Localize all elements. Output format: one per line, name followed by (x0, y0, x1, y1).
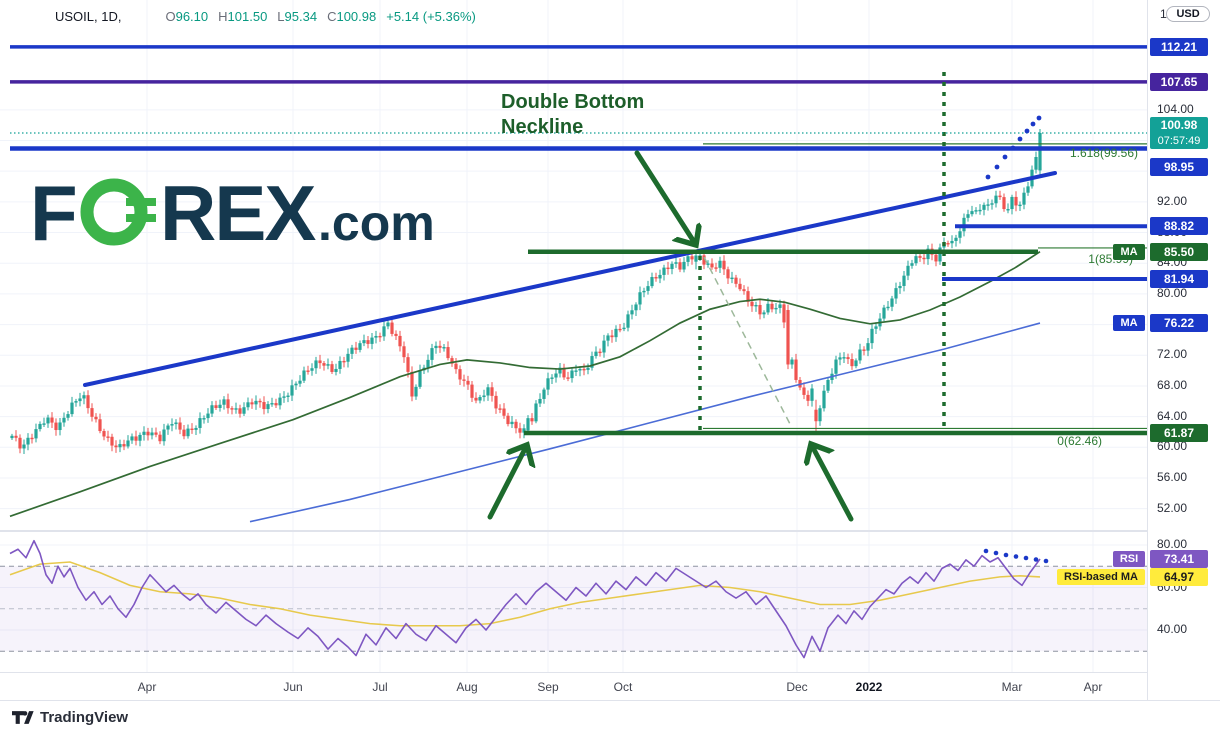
change-value: +5.14 (+5.36%) (386, 9, 476, 24)
time-axis-label: Sep (537, 680, 559, 694)
price-badge-76.22: 76.22 (1150, 313, 1208, 332)
price-badge-85.50: 85.50 (1150, 242, 1208, 261)
currency-button[interactable]: USD (1166, 6, 1210, 22)
scale-tick: 72.00 (1157, 347, 1188, 362)
price-badge-73.41: 73.41 (1150, 550, 1208, 568)
scale-tick: 92.00 (1157, 193, 1188, 208)
low-value: 95.34 (284, 9, 318, 24)
rsi-pane (0, 539, 1147, 659)
scale-tick: 52.00 (1157, 500, 1188, 515)
price-badge-88.82: 88.82 (1150, 217, 1208, 236)
watermark-o-bar (126, 214, 156, 222)
moving-averages (9, 251, 1041, 523)
scale-tick: 60.00 (1157, 439, 1188, 454)
time-axis-label: Apr (1083, 680, 1103, 694)
footer-bar: TradingView (0, 700, 1220, 734)
scale-tick: 80.00 (1157, 537, 1188, 551)
double-bottom-annotation: Double Bottom Neckline (501, 90, 644, 140)
close-value: 100.98 (336, 9, 377, 24)
fib-label-1618: 1.618(99.56) (1069, 146, 1138, 160)
indicator-pill-MA: MA (1113, 243, 1145, 260)
time-axis-label: Mar (1001, 680, 1023, 694)
drawings-layer (10, 45, 1147, 522)
currency-control: 11 USD (1160, 6, 1210, 22)
price-scale[interactable]: 104.0096.0092.0088.0084.0080.0072.0068.0… (1147, 0, 1220, 700)
indicator-pill-MA: MA (1113, 314, 1145, 331)
time-axis-label: Apr (137, 680, 157, 694)
high-label: H (218, 9, 228, 24)
tradingview-logo-icon[interactable] (12, 710, 34, 725)
grid-lines (0, 0, 1147, 672)
watermark-o-ring (80, 178, 148, 246)
watermark-f: F (30, 169, 78, 257)
watermark-o-bar (126, 198, 156, 206)
open-label: O (165, 9, 176, 24)
price-badge-107.65: 107.65 (1150, 72, 1208, 91)
price-badge-61.87: 61.87 (1150, 423, 1208, 442)
forex-watermark: F REX .com (30, 169, 435, 257)
time-axis-label: 2022 (855, 680, 883, 694)
scale-tick: 80.00 (1157, 285, 1188, 300)
scale-tick: 68.00 (1157, 377, 1188, 392)
watermark-rex: REX (160, 169, 316, 257)
price-badge-98.95: 98.95 (1150, 158, 1208, 176)
fib-label-0: 0(62.46) (1057, 434, 1102, 448)
watermark-com: .com (318, 195, 435, 251)
low-label: L (277, 9, 285, 24)
close-label: C (327, 9, 337, 24)
scale-tick: 104.00 (1157, 101, 1194, 116)
candlestick-series (10, 128, 1042, 455)
annotation-line1: Double Bottom (501, 91, 645, 113)
price-badge-112.21: 112.21 (1150, 37, 1208, 56)
price-badge-81.94: 81.94 (1150, 270, 1208, 289)
time-axis[interactable]: Apr Jun Jul Aug Sep Oct Dec 2022 Mar Apr (0, 672, 1147, 701)
indicator-pill-RSI: RSI (1113, 551, 1145, 567)
price-badge-64.97: 64.97 (1150, 567, 1208, 586)
high-value: 101.50 (227, 9, 268, 24)
scale-tick: 40.00 (1157, 622, 1188, 636)
time-axis-label: Jul (372, 680, 388, 694)
time-axis-label: Oct (613, 680, 633, 694)
scale-tick: 56.00 (1157, 469, 1188, 484)
annotation-line2: Neckline (501, 116, 584, 138)
scale-tick: 64.00 (1157, 408, 1188, 423)
time-axis-label: Jun (283, 680, 303, 694)
symbol-name[interactable]: USOIL, 1D, (55, 9, 122, 24)
symbol-legend: USOIL, 1D, O96.10 H101.50 L95.34 C100.98 +5.1… (55, 9, 476, 24)
time-axis-label: Aug (456, 680, 478, 694)
price-badge-100.98: 100.98 07:57:49 (1150, 116, 1208, 149)
time-axis-label: Dec (786, 680, 808, 694)
indicator-pill-RSI-based MA: RSI-based MA (1057, 568, 1145, 585)
open-value: 96.10 (175, 9, 209, 24)
tradingview-logo-text[interactable]: TradingView (40, 709, 129, 726)
